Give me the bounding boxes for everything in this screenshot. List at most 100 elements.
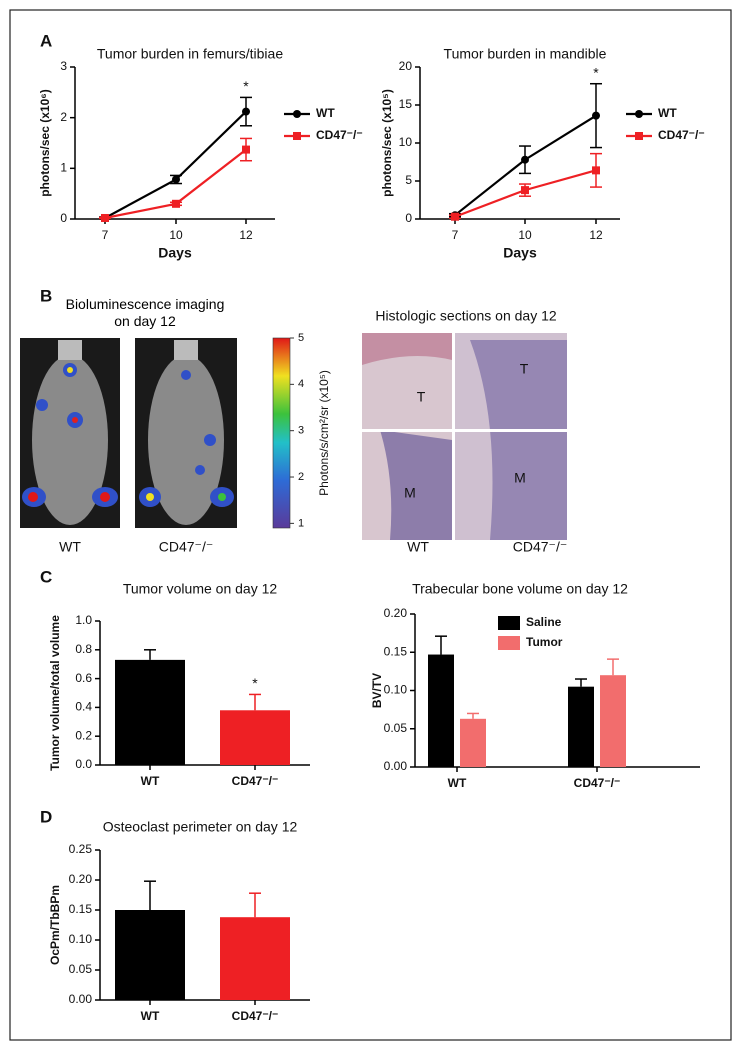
- panel-label: A: [40, 31, 52, 50]
- x-tick-label: 12: [589, 228, 603, 242]
- y-tick-label: 0.8: [75, 642, 92, 656]
- chart-title: Tumor burden in femurs/tibiae: [97, 46, 283, 62]
- bar: [568, 686, 594, 767]
- y-tick-label: 0.6: [75, 671, 92, 685]
- marker: [242, 145, 250, 154]
- bar: [600, 675, 626, 767]
- chart-title: Osteoclast perimeter on day 12: [103, 819, 298, 835]
- x-axis-label: Days: [158, 245, 192, 261]
- mouse-image: [135, 338, 237, 528]
- bar: [115, 659, 185, 765]
- legend-marker: [635, 132, 643, 140]
- legend-label: Tumor: [526, 635, 563, 649]
- colorbar-tick-label: 1: [298, 517, 304, 529]
- histology-title: Histologic sections on day 12: [375, 308, 557, 324]
- legend-label: WT: [316, 106, 335, 120]
- x-axis-label: Days: [503, 245, 537, 261]
- x-tick-label: 7: [102, 228, 109, 242]
- x-tick-label: CD47⁻/⁻: [574, 776, 621, 790]
- legend-label: Saline: [526, 615, 562, 629]
- image-label: CD47⁻/⁻: [159, 539, 213, 555]
- marker: [172, 175, 180, 184]
- panel-label: C: [40, 567, 52, 586]
- y-tick-label: 0.20: [384, 606, 408, 620]
- y-tick-label: 2: [60, 110, 67, 124]
- legend-marker: [293, 110, 301, 118]
- annotation: *: [252, 675, 258, 691]
- y-tick-label: 0.05: [384, 721, 408, 735]
- y-tick-label: 0.10: [384, 683, 408, 697]
- frame: [9, 9, 732, 1041]
- histology-label: CD47⁻/⁻: [513, 539, 567, 555]
- region-label: T: [417, 389, 426, 405]
- legend-label: CD47⁻/⁻: [658, 128, 705, 142]
- y-axis-label: photons/sec (x10⁶): [38, 89, 52, 197]
- bar: [220, 710, 290, 765]
- y-tick-label: 15: [399, 97, 413, 111]
- y-tick-label: 5: [405, 173, 412, 187]
- mouse-image: [20, 338, 120, 528]
- region-label: T: [520, 361, 529, 377]
- colorbar-tick-label: 4: [298, 378, 304, 390]
- y-tick-label: 0: [60, 211, 67, 225]
- marker: [592, 111, 600, 120]
- bar: [460, 718, 486, 767]
- y-tick-label: 3: [60, 59, 67, 73]
- panel-label: B: [40, 286, 52, 305]
- colorbar-tick-label: 5: [298, 332, 304, 344]
- chart-title: Tumor burden in mandible: [444, 46, 607, 62]
- histology-label: WT: [407, 539, 429, 555]
- y-tick-label: 0.4: [75, 700, 92, 714]
- y-tick-label: 0.15: [384, 644, 408, 658]
- y-tick-label: 0.00: [69, 992, 93, 1006]
- x-tick-label: 7: [452, 228, 459, 242]
- region-label: M: [514, 470, 526, 486]
- x-tick-label: 10: [169, 228, 183, 242]
- marker: [521, 155, 529, 164]
- x-tick-label: 10: [518, 228, 532, 242]
- annotation: *: [243, 78, 249, 94]
- y-tick-label: 0.20: [69, 872, 93, 886]
- colorbar-tick-label: 3: [298, 425, 304, 437]
- y-tick-label: 0.00: [384, 759, 408, 773]
- colorbar-tick-label: 2: [298, 471, 304, 483]
- y-tick-label: 0.05: [69, 962, 93, 976]
- legend-marker: [635, 110, 643, 118]
- image-label: WT: [59, 539, 81, 555]
- chart-title: Tumor volume on day 12: [123, 581, 278, 597]
- chart-title: Trabecular bone volume on day 12: [412, 581, 628, 597]
- legend-label: CD47⁻/⁻: [316, 128, 363, 142]
- x-tick-label: WT: [448, 776, 467, 790]
- x-tick-label: WT: [141, 1009, 160, 1023]
- marker: [592, 166, 600, 175]
- y-axis-label: Tumor volume/total volume: [48, 615, 62, 771]
- panel-label: D: [40, 807, 52, 826]
- y-tick-label: 0: [405, 211, 412, 225]
- y-axis-label: BV/TV: [370, 673, 384, 708]
- bar: [220, 917, 290, 1000]
- marker: [451, 212, 459, 221]
- y-tick-label: 0.25: [69, 842, 93, 856]
- y-tick-label: 1.0: [75, 613, 92, 627]
- legend-marker: [293, 132, 301, 140]
- x-tick-label: WT: [141, 774, 160, 788]
- y-axis-label: OcPm/TbBPm: [48, 885, 62, 965]
- x-tick-label: CD47⁻/⁻: [232, 1009, 279, 1023]
- marker: [242, 107, 250, 116]
- y-tick-label: 0.15: [69, 902, 93, 916]
- y-tick-label: 10: [399, 135, 413, 149]
- y-tick-label: 0.0: [75, 757, 92, 771]
- marker: [521, 186, 529, 195]
- imaging-title-box: Bioluminescence imaging on day 12: [65, 296, 225, 329]
- marker: [172, 199, 180, 208]
- region-label: M: [404, 485, 416, 501]
- colorbar-label: Photons/s/cm²/sr (x10⁵): [317, 370, 331, 496]
- y-tick-label: 0.10: [69, 932, 93, 946]
- imaging-title: Bioluminescence imaging on day 12: [65, 296, 225, 329]
- annotation: *: [593, 64, 599, 80]
- y-axis-label: photons/sec (x10⁵): [380, 89, 394, 197]
- legend-swatch: [498, 616, 520, 630]
- x-tick-label: CD47⁻/⁻: [232, 774, 279, 788]
- colorbar: [272, 337, 291, 529]
- bar: [115, 910, 185, 1000]
